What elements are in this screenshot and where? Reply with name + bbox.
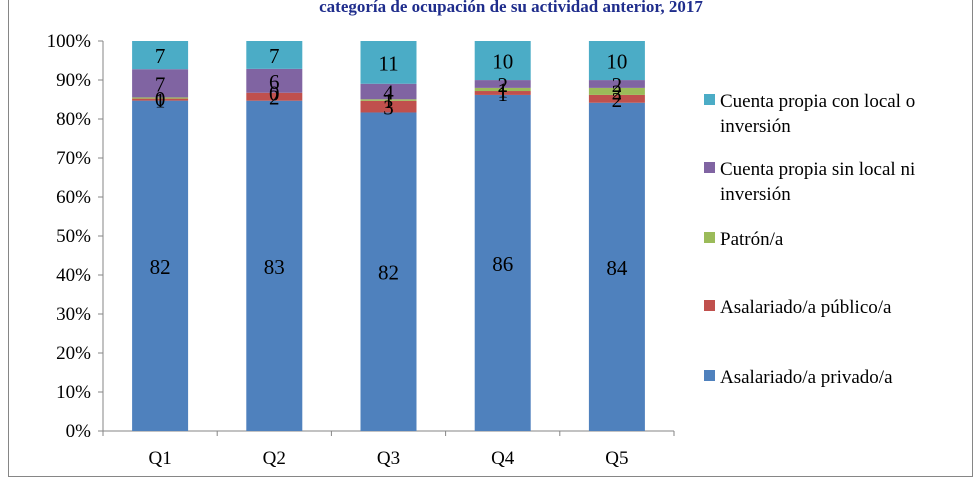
legend-label: inversión <box>720 184 791 205</box>
bar-segment <box>360 112 417 431</box>
bar-segment <box>474 41 531 81</box>
data-label: 10 <box>606 50 627 74</box>
bar-segment <box>474 91 531 95</box>
data-label: 7 <box>269 44 280 68</box>
x-tick-label: Q4 <box>491 448 515 469</box>
data-label: 7 <box>155 72 166 96</box>
legend-label: Patrón/a <box>720 229 784 250</box>
legend-label: Asalariado/a privado/a <box>720 367 893 388</box>
y-tick-label: 100% <box>47 31 92 52</box>
data-label: 0 <box>155 87 166 111</box>
data-label: 11 <box>378 51 398 75</box>
data-label: 2 <box>497 73 508 97</box>
y-tick-label: 80% <box>56 109 91 130</box>
bar-segment <box>360 99 417 101</box>
bar-segment <box>246 68 303 93</box>
y-tick-label: 40% <box>56 265 91 286</box>
stacked-bar-chart: categoría de ocupación de su actividad a… <box>47 0 916 469</box>
y-tick-label: 50% <box>56 226 91 247</box>
y-tick-label: 60% <box>56 187 91 208</box>
data-label: 1 <box>497 82 508 106</box>
data-label: 3 <box>383 96 394 120</box>
chart-title: categoría de ocupación de su actividad a… <box>319 0 703 16</box>
y-tick-label: 0% <box>66 421 92 442</box>
y-tick-label: 20% <box>56 343 91 364</box>
data-label: 2 <box>612 73 623 97</box>
bar-segment <box>588 41 645 81</box>
bars <box>132 41 645 432</box>
x-tick-label: Q5 <box>605 448 628 469</box>
bar-segment <box>246 100 303 431</box>
legend-swatch <box>704 94 715 105</box>
bar-segment <box>132 98 189 101</box>
bar-segment <box>132 97 189 99</box>
data-label: 86 <box>492 252 513 276</box>
bar-segment <box>132 69 189 98</box>
x-tick-label: Q2 <box>263 448 286 469</box>
legend-swatch <box>704 370 715 381</box>
bar-segment <box>588 102 645 432</box>
bar-segment <box>474 80 531 88</box>
legend: Cuenta propia con local o inversión Cuenta… <box>704 91 915 388</box>
data-label: 83 <box>264 255 285 279</box>
bar-segment <box>360 83 417 100</box>
legend-swatch <box>704 162 715 173</box>
data-label: 2 <box>612 88 623 112</box>
y-tick-label: 30% <box>56 304 91 325</box>
bar-segment <box>588 80 645 88</box>
bar-segment <box>246 92 303 101</box>
data-label: 6 <box>269 70 280 94</box>
data-label: 1 <box>155 89 166 113</box>
bar-segment <box>360 41 417 84</box>
data-label: 82 <box>150 255 171 279</box>
bar-segment <box>132 41 189 70</box>
y-tick-label: 10% <box>56 382 91 403</box>
data-label: 0 <box>269 82 280 106</box>
axes: 0% 10% 20% 30% 40% 50% 60% 70% 80% 90% 100% Q1 Q2 Q3 Q… <box>47 31 675 469</box>
y-tick-label: 70% <box>56 148 91 169</box>
legend-label: Cuenta propia con local o <box>720 91 915 112</box>
data-label: 1 <box>383 89 394 113</box>
bar-segment <box>588 94 645 103</box>
bar-segment <box>132 100 189 431</box>
legend-label: Asalariado/a público/a <box>720 297 892 318</box>
data-label: 2 <box>612 80 623 104</box>
bar-segment <box>360 100 417 113</box>
legend-label: Cuenta propia sin local ni <box>720 159 915 180</box>
data-label: 84 <box>606 256 628 280</box>
data-label: 1 <box>497 78 508 102</box>
bar-segment <box>474 87 531 92</box>
data-label: 2 <box>269 86 280 110</box>
legend-swatch <box>704 232 715 243</box>
y-tick-label: 90% <box>56 70 91 91</box>
chart-area: categoría de ocupación de su actividad a… <box>8 0 973 477</box>
data-label: 7 <box>155 44 166 68</box>
bar-segment <box>474 94 531 431</box>
data-label: 10 <box>492 50 513 74</box>
legend-label: inversión <box>720 116 791 137</box>
data-label: 4 <box>383 80 394 104</box>
x-tick-label: Q3 <box>377 448 400 469</box>
legend-swatch <box>704 300 715 311</box>
x-tick-label: Q1 <box>148 448 171 469</box>
data-label: 82 <box>378 261 399 285</box>
bar-segment <box>588 87 645 95</box>
bar-segment <box>246 41 303 69</box>
